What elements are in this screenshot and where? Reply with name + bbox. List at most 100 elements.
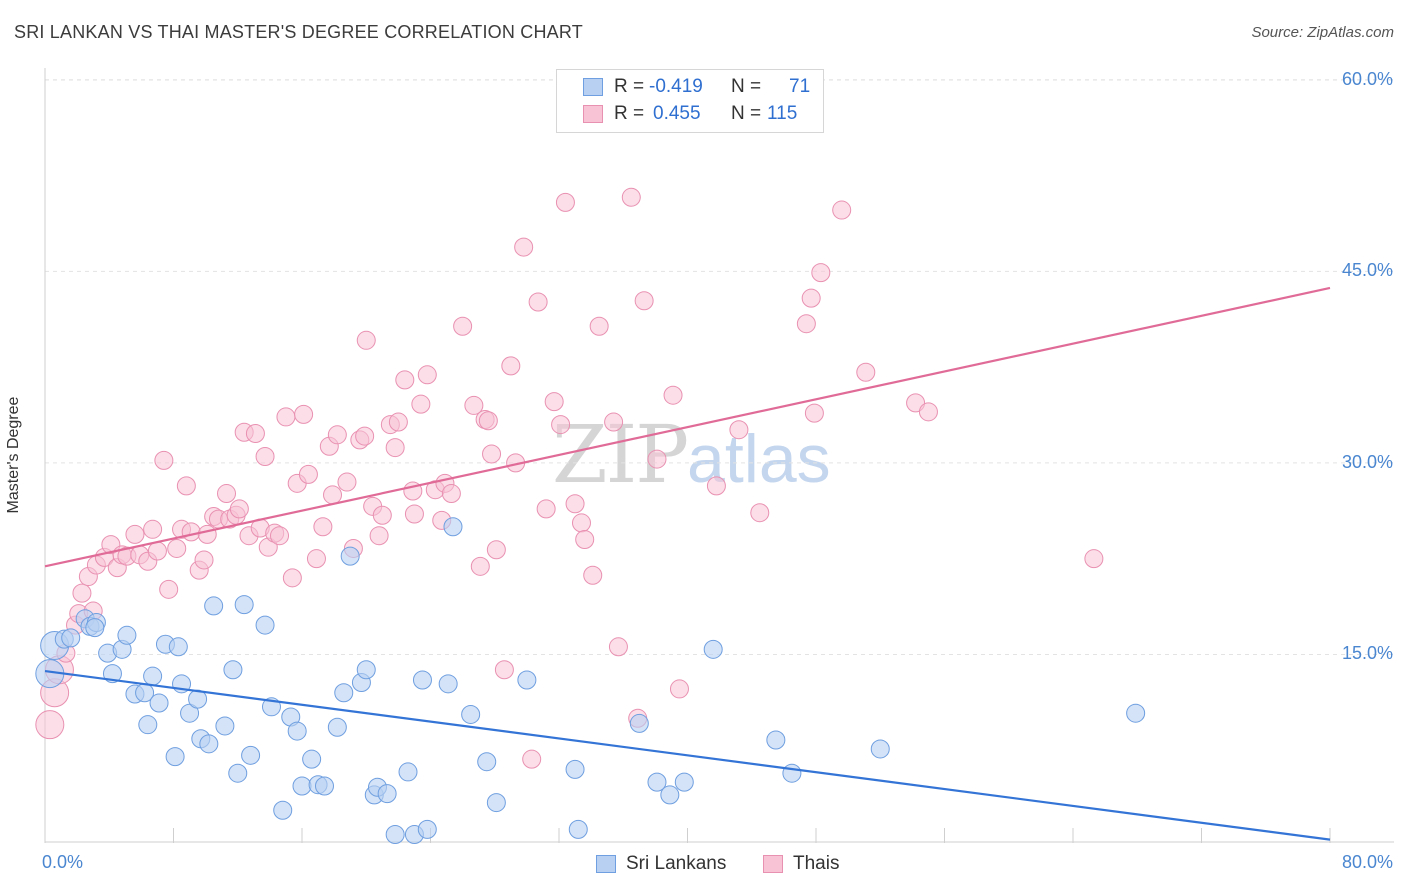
thais-point	[604, 412, 624, 432]
thais-point	[337, 472, 357, 492]
sri-lankans-point	[703, 639, 723, 659]
legend-r-label: R =	[614, 103, 645, 124]
sri-lankans-point	[327, 717, 347, 737]
x-tick-label-max: 80.0%	[1341, 852, 1393, 872]
thais-point	[154, 450, 174, 470]
thais-point	[571, 513, 591, 533]
thais-point	[298, 464, 318, 484]
thais-point	[369, 526, 389, 546]
thais-point	[832, 200, 852, 220]
thais-point	[323, 485, 343, 505]
legend-n-value: 115	[767, 103, 798, 124]
y-tick-label: 30.0%	[1341, 451, 1393, 472]
sri-lankans-point	[61, 628, 81, 648]
bottom-legend-label: Thais	[793, 853, 840, 874]
thais-point	[411, 394, 431, 414]
thais-point	[441, 484, 461, 504]
thais-point	[147, 541, 167, 561]
sri-lankans-point	[412, 670, 432, 690]
source-label: Source: ZipAtlas.com	[1251, 24, 1394, 41]
sri-lankans-point	[565, 759, 585, 779]
thais-point	[464, 395, 484, 415]
sri-lankans-point	[486, 793, 506, 813]
sri-lankans-point	[143, 666, 163, 686]
sri-lankans-point	[215, 716, 235, 736]
sri-lankans-point	[766, 730, 786, 750]
sri-lankans-point	[149, 693, 169, 713]
bottom-legend-swatch-pink	[763, 855, 783, 873]
sri-lankans-point	[629, 713, 649, 733]
legend-swatch-blue	[583, 78, 603, 96]
thais-point	[544, 392, 564, 412]
thais-point	[395, 370, 415, 390]
thais-point	[385, 438, 405, 458]
y-tick-label: 45.0%	[1341, 260, 1393, 281]
x-tick-label-min: 0.0%	[42, 852, 84, 872]
sri-lankans-point	[782, 763, 802, 783]
bottom-legend-sri-lankans: Sri Lankans	[596, 852, 726, 876]
thais-point	[255, 447, 275, 467]
thais-trend-line	[44, 286, 1331, 568]
thais-point	[918, 402, 938, 422]
sri-lankans-point	[102, 664, 122, 684]
thais-point	[663, 385, 683, 405]
thais-point	[181, 522, 201, 542]
axes	[44, 68, 1394, 843]
thais-point	[634, 291, 654, 311]
legend-r-value: 0.455	[653, 103, 701, 124]
thais-point	[1084, 549, 1104, 569]
sri-lankans-point	[660, 785, 680, 805]
thais-point	[589, 316, 609, 336]
legend-row-thais: R = 0.455 N = 115	[557, 101, 823, 127]
sri-lankans-point	[377, 784, 397, 804]
y-axis-title-text: Master's Degree	[5, 396, 22, 514]
sri-lankans-point	[223, 660, 243, 680]
thais-point	[551, 415, 571, 435]
thais-point	[486, 540, 506, 560]
bottom-legend-label: Sri Lankans	[626, 853, 727, 874]
thais-point	[522, 749, 542, 769]
legend-row-sri-lankans: R = -0.419 N = 71	[557, 74, 823, 100]
thais-point	[706, 476, 726, 496]
thais-point	[276, 407, 296, 427]
sri-lankans-point	[385, 825, 405, 845]
y-tick-label: 60.0%	[1341, 68, 1393, 89]
sri-lankans-point	[117, 625, 137, 645]
thais-point	[72, 583, 92, 603]
sri-lankans-point	[314, 776, 334, 796]
bottom-legend-swatch-blue	[596, 855, 616, 873]
sri-lankans-point	[199, 734, 219, 754]
thais-point	[647, 449, 667, 469]
sri-lankans-point	[1126, 703, 1146, 723]
sri-lankans-point	[477, 752, 497, 772]
thais-point	[856, 362, 876, 382]
thais-point	[388, 412, 408, 432]
thais-point	[294, 404, 314, 424]
legend-swatch-pink	[583, 105, 603, 123]
thais-point	[159, 579, 179, 599]
sri-lankans-point	[241, 745, 261, 765]
thais-point	[555, 192, 575, 212]
thais-point	[501, 356, 521, 376]
legend-n-value: 71	[789, 76, 811, 97]
sri-lankans-points	[35, 517, 1146, 845]
thais-point	[313, 517, 333, 537]
sri-lankans-point	[438, 674, 458, 694]
legend-n-label: N =	[731, 76, 762, 97]
thais-point	[229, 499, 249, 519]
sri-lankans-point	[340, 546, 360, 566]
sri-lankans-point	[417, 819, 437, 839]
grid-lines	[45, 79, 1394, 655]
thais-point	[729, 420, 749, 440]
thais-point	[356, 330, 376, 350]
sri-lankans-point	[568, 819, 588, 839]
sri-lankans-trend-line	[44, 669, 1331, 841]
trend-lines	[44, 286, 1331, 841]
legend-n-label: N =	[731, 103, 762, 124]
thais-point	[197, 524, 217, 544]
thais-point	[176, 476, 196, 496]
sri-lankans-point	[204, 596, 224, 616]
sri-lankans-point	[674, 772, 694, 792]
sri-lankans-point	[85, 618, 105, 638]
